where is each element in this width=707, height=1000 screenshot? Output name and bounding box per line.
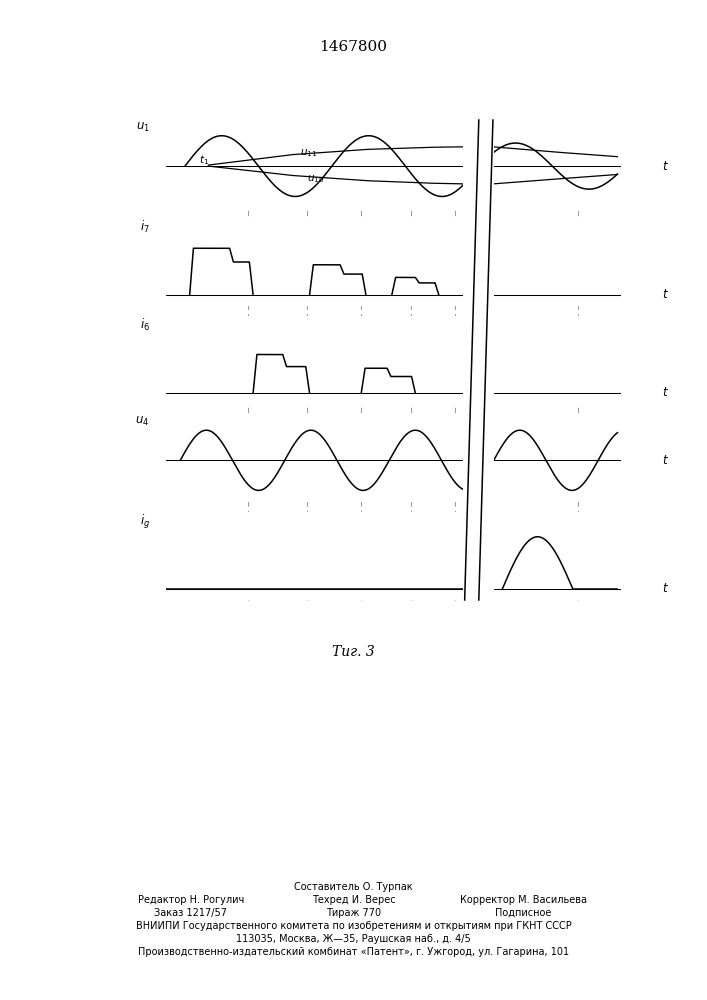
Bar <box>467 513 491 599</box>
Text: $i_g$: $i_g$ <box>139 513 150 531</box>
Text: Заказ 1217/57: Заказ 1217/57 <box>154 908 228 918</box>
Text: Составитель О. Турпак: Составитель О. Турпак <box>294 882 413 892</box>
Text: Производственно-издательский комбинат «Патент», г. Ужгород, ул. Гагарина, 101: Производственно-издательский комбинат «П… <box>138 947 569 957</box>
Text: Подписное: Подписное <box>495 908 551 918</box>
Text: $i_6$: $i_6$ <box>140 317 150 333</box>
Text: ВНИИПИ Государственного комитета по изобретениям и открытиям при ГКНТ СССР: ВНИИПИ Государственного комитета по изоб… <box>136 921 571 931</box>
Bar <box>467 317 491 403</box>
Text: $t_1$: $t_1$ <box>199 154 209 167</box>
Text: Тираж 770: Тираж 770 <box>326 908 381 918</box>
Text: $t$: $t$ <box>662 454 669 467</box>
Bar <box>467 414 491 501</box>
Text: $t$: $t$ <box>662 582 669 595</box>
Text: $u_{10}$: $u_{10}$ <box>308 173 325 185</box>
Bar <box>467 120 491 207</box>
Text: $i_7$: $i_7$ <box>140 219 150 235</box>
Text: 1467800: 1467800 <box>320 40 387 54</box>
Text: $u_{11}$: $u_{11}$ <box>300 147 317 159</box>
Text: $t$: $t$ <box>662 160 669 173</box>
Text: Техред И. Верес: Техред И. Верес <box>312 895 395 905</box>
Text: 113035, Москва, Ж—35, Раушская наб., д. 4/5: 113035, Москва, Ж—35, Раушская наб., д. … <box>236 934 471 944</box>
Text: $t$: $t$ <box>662 288 669 301</box>
Text: $u_1$: $u_1$ <box>136 121 150 134</box>
Text: Τиг. 3: Τиг. 3 <box>332 645 375 659</box>
Text: Редактор Н. Рогулич: Редактор Н. Рогулич <box>138 895 244 905</box>
Text: $u_4$: $u_4$ <box>136 415 150 428</box>
Bar <box>467 219 491 305</box>
Text: $t$: $t$ <box>662 386 669 399</box>
Text: Корректор М. Васильева: Корректор М. Васильева <box>460 895 587 905</box>
